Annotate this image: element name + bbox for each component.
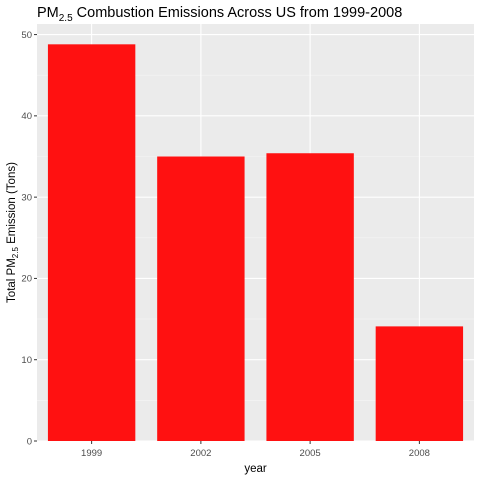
x-axis-title: year [244,463,267,475]
y-axis-title: Total PM2.5 Emission (Tons) [6,162,20,303]
bar-2002 [157,156,245,441]
bars [47,44,464,442]
y-axis-title-prefix: Total PM [6,258,18,303]
x-tick-label: 1999 [81,448,102,459]
bar-1999 [47,44,136,442]
y-tick-label: 40 [21,111,32,122]
y-tick-label: 10 [21,355,32,366]
bar-2008 [375,326,464,441]
chart-title-prefix: PM [37,5,59,21]
chart-title: PM2.5 Combustion Emissions Across US fro… [37,5,402,24]
chart-title-suffix: Combustion Emissions Across US from 1999… [73,5,403,21]
y-tick-label: 20 [21,274,32,285]
y-axis-ticks: 0 10 20 30 40 50 [21,30,37,447]
y-axis-title-subscript: 2.5 [11,247,20,259]
x-tick-label: 2005 [300,448,321,459]
y-tick-label: 30 [21,192,32,203]
y-axis-title-suffix: Emission (Tons) [6,162,18,247]
bar-2005 [266,153,354,442]
y-tick-label: 0 [27,436,32,447]
y-tick-label: 50 [21,30,32,41]
x-tick-label: 2002 [190,448,211,459]
x-tick-label: 2008 [409,448,430,459]
chart-title-subscript: 2.5 [59,13,73,24]
x-axis-ticks: 1999 2002 2005 2008 [81,441,430,459]
